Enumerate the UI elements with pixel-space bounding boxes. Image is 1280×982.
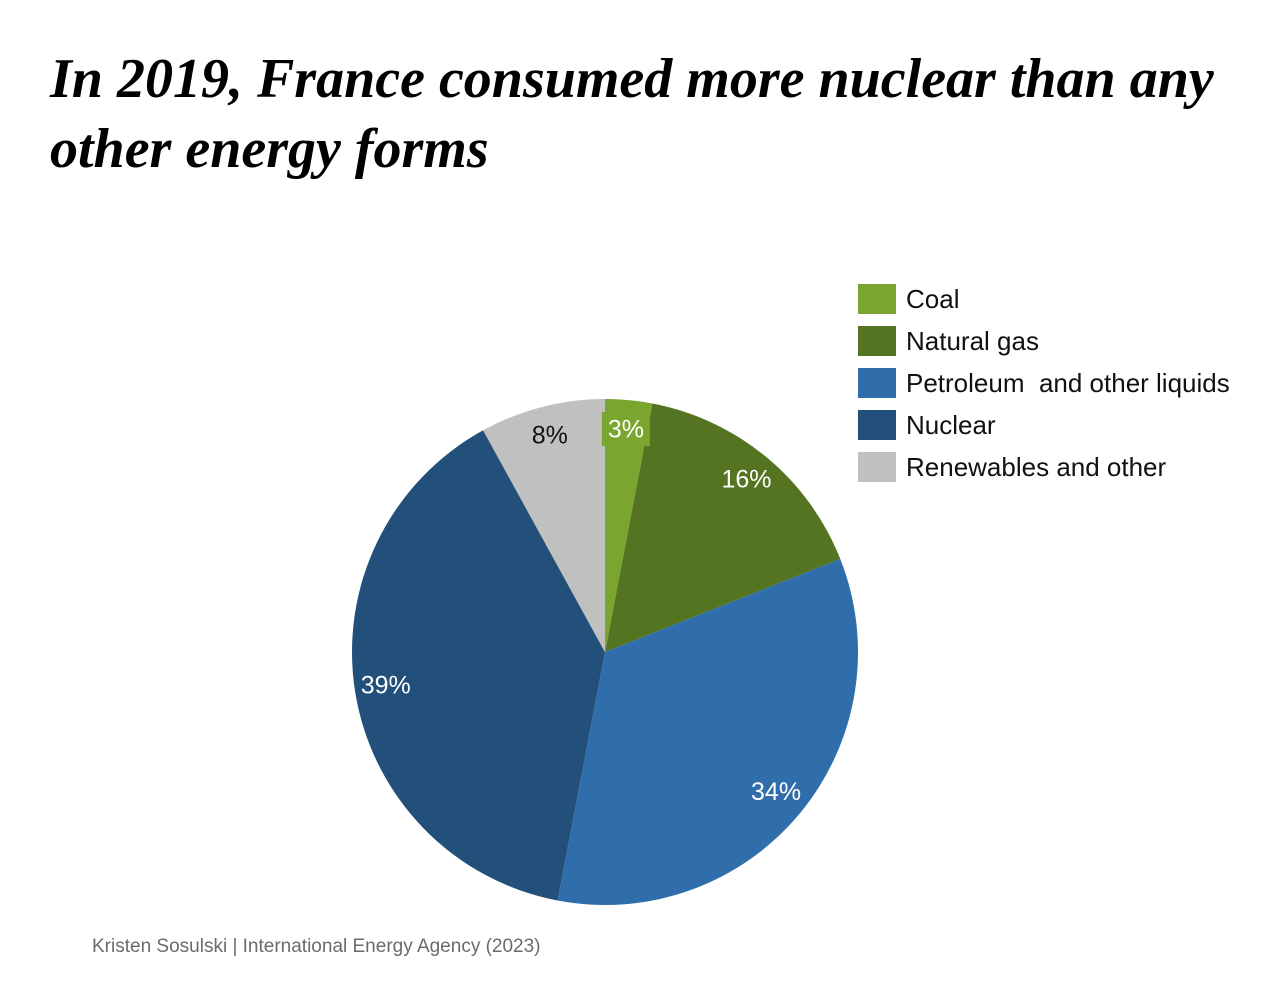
pie-slice-coal — [605, 399, 653, 652]
legend-swatch-renewables — [858, 452, 896, 482]
source-credit: Kristen Sosulski | International Energy … — [92, 936, 541, 957]
data-label-renewables: 8% — [532, 422, 568, 450]
legend-swatch-natural-gas — [858, 326, 896, 356]
legend-item-natural-gas: Natural gas — [858, 320, 1230, 362]
legend-item-nuclear: Nuclear — [858, 404, 1230, 446]
data-label-nuclear: 39% — [361, 671, 411, 699]
pie-slice-renewables — [483, 399, 605, 652]
legend-label-natural-gas: Natural gas — [906, 325, 1039, 356]
legend-item-coal: Coal — [858, 278, 1230, 320]
data-label-petroleum: 34% — [751, 778, 801, 806]
legend-swatch-nuclear — [858, 410, 896, 440]
data-label-background-coal — [601, 411, 650, 446]
pie-data-labels: 3% 16% 34% 39% 8% — [361, 411, 801, 806]
legend-swatch-coal — [858, 284, 896, 314]
legend-label-nuclear: Nuclear — [906, 409, 996, 440]
legend-swatch-petroleum — [858, 368, 896, 398]
pie-slices — [352, 399, 858, 905]
legend-label-petroleum: Petroleum and other liquids — [906, 367, 1230, 398]
data-label-natural-gas: 16% — [721, 466, 771, 494]
legend-item-petroleum: Petroleum and other liquids — [858, 362, 1230, 404]
pie-slice-petroleum — [557, 558, 858, 905]
legend-label-coal: Coal — [906, 283, 960, 314]
legend-label-renewables: Renewables and other — [906, 451, 1167, 482]
legend: Coal Natural gas Petroleum and other liq… — [858, 278, 1230, 488]
data-label-coal: 3% — [608, 416, 644, 444]
legend-item-renewables: Renewables and other — [858, 446, 1230, 488]
pie-slice-nuclear — [352, 430, 605, 901]
pie-slice-natural-gas — [605, 403, 841, 652]
chart-title: In 2019, France consumed more nuclear th… — [50, 48, 1214, 180]
